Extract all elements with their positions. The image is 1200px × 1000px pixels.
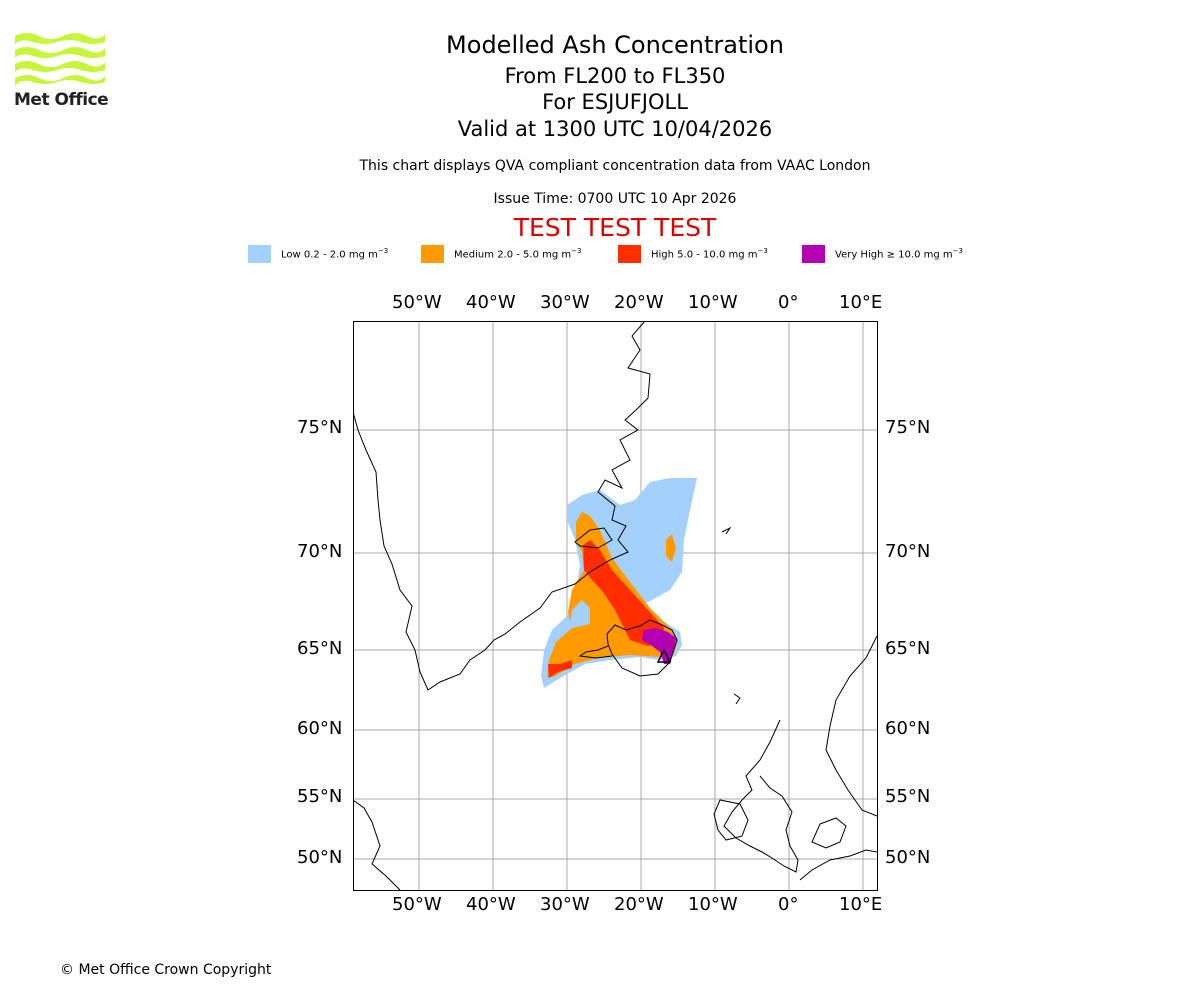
lon-label-bottom-10w: 10°W xyxy=(688,894,738,915)
lat-label-left-65n: 65°N xyxy=(297,638,343,659)
map-frame xyxy=(353,321,878,891)
lat-label-right-55n: 55°N xyxy=(885,786,931,807)
issue-time: Issue Time: 0700 UTC 10 Apr 2026 xyxy=(493,191,737,207)
lat-label-right-65n: 65°N xyxy=(885,638,931,659)
legend-swatch-low xyxy=(248,245,271,263)
lon-label-top-20w: 20°W xyxy=(614,292,664,313)
flight-levels: From FL200 to FL350 xyxy=(504,64,726,88)
volcano-name: For ESJUFJOLL xyxy=(542,90,688,114)
coast-netherlands xyxy=(811,817,847,849)
coastlines xyxy=(353,321,877,890)
coast-svalbard-frag xyxy=(721,526,732,535)
coast-scotland xyxy=(723,719,799,873)
coast-europe xyxy=(799,849,877,881)
lon-label-bottom-10e: 10°E xyxy=(839,894,883,915)
lat-label-left-60n: 60°N xyxy=(297,718,343,739)
lon-label-top-40w: 40°W xyxy=(466,292,516,313)
ash-high-patch xyxy=(548,660,572,678)
lon-label-top-10e: 10°E xyxy=(839,292,883,313)
chart-title: Modelled Ash Concentration xyxy=(446,31,784,59)
legend-item-medium: Medium 2.0 - 5.0 mg m−3 xyxy=(421,244,582,264)
lon-label-top-0: 0° xyxy=(778,292,799,313)
lat-label-left-75n: 75°N xyxy=(297,417,343,438)
compliance-note: This chart displays QVA compliant concen… xyxy=(359,158,871,174)
legend-label-very-high: Very High ≥ 10.0 mg m−3 xyxy=(835,247,963,261)
legend-item-high: High 5.0 - 10.0 mg m−3 xyxy=(618,244,768,264)
coast-greenland-east xyxy=(353,321,651,691)
coast-faroe xyxy=(733,693,741,705)
lon-label-bottom-0: 0° xyxy=(778,894,799,915)
lat-label-left-50n: 50°N xyxy=(297,847,343,868)
lat-label-right-75n: 75°N xyxy=(885,417,931,438)
lon-label-bottom-20w: 20°W xyxy=(614,894,664,915)
copyright: © Met Office Crown Copyright xyxy=(60,962,272,978)
valid-time: Valid at 1300 UTC 10/04/2026 xyxy=(457,117,773,141)
lat-label-left-70n: 70°N xyxy=(297,541,343,562)
met-office-waves-icon xyxy=(15,33,105,86)
met-office-logo: Met Office xyxy=(14,30,109,112)
lon-label-bottom-50w: 50°W xyxy=(392,894,442,915)
ash-medium-patch xyxy=(666,534,676,562)
lat-label-right-50n: 50°N xyxy=(885,847,931,868)
lon-label-top-10w: 10°W xyxy=(688,292,738,313)
lat-label-right-70n: 70°N xyxy=(885,541,931,562)
coast-iceland-shore xyxy=(578,645,613,659)
lon-label-top-50w: 50°W xyxy=(392,292,442,313)
coast-iceland xyxy=(606,619,678,677)
lon-label-top-30w: 30°W xyxy=(540,292,590,313)
legend-swatch-high xyxy=(618,245,641,263)
legend-swatch-medium xyxy=(421,245,444,263)
legend-item-low: Low 0.2 - 2.0 mg m−3 xyxy=(248,244,388,264)
coast-greenland-bay xyxy=(574,527,613,549)
coast-volcano-marker xyxy=(656,648,672,663)
lat-label-right-60n: 60°N xyxy=(885,718,931,739)
legend-label-low: Low 0.2 - 2.0 mg m−3 xyxy=(281,247,389,261)
legend-swatch-very-high xyxy=(802,245,825,263)
legend-label-medium: Medium 2.0 - 5.0 mg m−3 xyxy=(454,247,582,261)
legend-label-high: High 5.0 - 10.0 mg m−3 xyxy=(651,247,768,261)
lon-label-bottom-30w: 30°W xyxy=(540,894,590,915)
coast-scandinavia xyxy=(825,635,877,817)
logo-text: Met Office xyxy=(14,90,109,110)
coast-ireland xyxy=(713,799,749,841)
test-banner: TEST TEST TEST xyxy=(513,213,717,242)
ash-high xyxy=(583,540,666,646)
coast-labrador xyxy=(353,799,401,890)
lat-label-left-55n: 55°N xyxy=(297,786,343,807)
ash-very-high xyxy=(642,628,676,664)
legend-item-very-high: Very High ≥ 10.0 mg m−3 xyxy=(802,244,963,264)
lon-label-bottom-40w: 40°W xyxy=(466,894,516,915)
ash-concentration xyxy=(541,478,697,688)
